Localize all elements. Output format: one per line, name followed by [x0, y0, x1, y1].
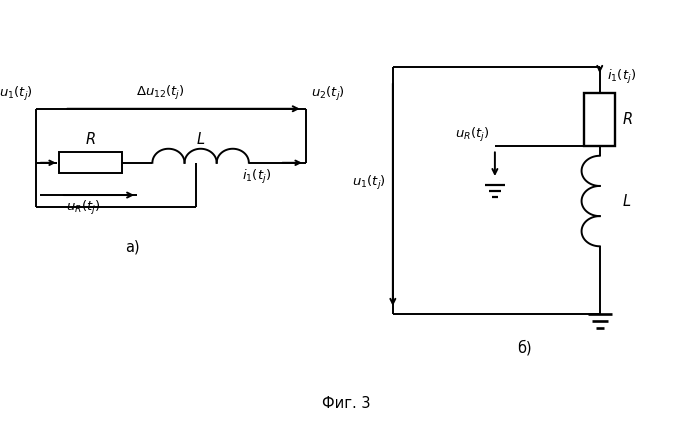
Text: $L$: $L$	[196, 131, 206, 147]
Text: $u_R(t_j)$: $u_R(t_j)$	[66, 199, 100, 216]
Text: а): а)	[126, 240, 140, 254]
Text: $u_2(t_j)$: $u_2(t_j)$	[311, 85, 345, 103]
Text: $u_1(t_j)$: $u_1(t_j)$	[352, 174, 386, 192]
Text: $i_1(t_j)$: $i_1(t_j)$	[242, 168, 271, 186]
Text: б): б)	[517, 339, 531, 355]
Text: Фиг. 3: Фиг. 3	[322, 396, 370, 411]
Text: $u_R(t_j)$: $u_R(t_j)$	[455, 126, 489, 144]
Text: $i_1(t_j)$: $i_1(t_j)$	[607, 68, 636, 86]
FancyBboxPatch shape	[584, 93, 615, 146]
Text: $R$: $R$	[85, 131, 96, 147]
Text: $u_1(t_j)$: $u_1(t_j)$	[0, 85, 33, 103]
Text: $\mathit{\Delta}u_{12}(t_j)$: $\mathit{\Delta}u_{12}(t_j)$	[136, 84, 185, 102]
Text: $R$: $R$	[622, 111, 633, 127]
Text: $L$: $L$	[622, 193, 631, 209]
FancyBboxPatch shape	[59, 152, 122, 173]
